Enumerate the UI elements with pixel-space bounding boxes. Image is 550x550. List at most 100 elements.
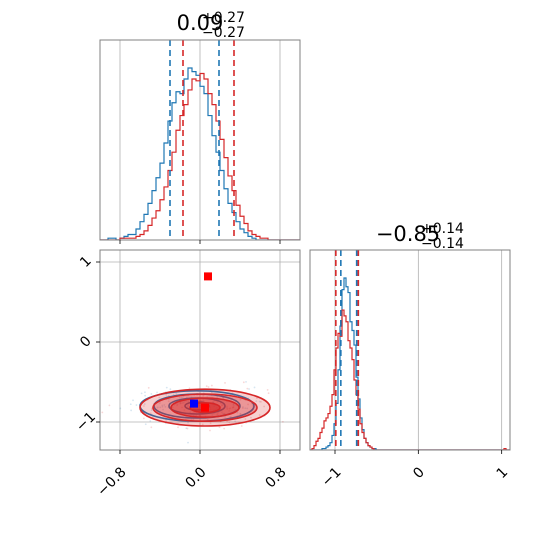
histogram-red: [310, 309, 510, 450]
scatter-point-red: [266, 389, 269, 391]
grid: [334, 250, 503, 450]
scatter-point-blue: [162, 408, 164, 411]
scatter-point-blue: [195, 414, 198, 417]
scatter-point-red: [244, 418, 247, 420]
scatter-point-blue: [165, 386, 168, 389]
x-tick-label: 1: [494, 464, 512, 482]
scatter-point-red: [207, 386, 210, 388]
scatter-point-blue: [135, 404, 138, 406]
scatter-point-blue: [222, 412, 225, 415]
scatter-point-red: [228, 421, 231, 424]
scatter-point-red: [240, 425, 243, 427]
scatter-point-red: [142, 417, 145, 420]
scatter-point-blue: [132, 399, 134, 402]
x-tick-labels: −0.8 0.0 0.8: [94, 464, 289, 499]
x-tick-label: −1: [319, 464, 345, 490]
scatter-point-blue: [185, 427, 188, 430]
scatter-point-blue: [156, 406, 159, 409]
panel-title: 0.09: [177, 11, 224, 35]
histogram-layer: [310, 277, 510, 450]
histogram-blue: [310, 277, 510, 450]
panel-title: −0.85: [376, 222, 440, 246]
scatter-point-red: [218, 426, 221, 429]
scatter-point-blue: [149, 420, 152, 422]
scatter-point-blue: [180, 396, 183, 399]
scatter-point-blue: [119, 407, 122, 410]
scatter-point-red: [256, 397, 258, 400]
scatter-point-red: [258, 414, 261, 416]
scatter-point-red: [224, 382, 226, 384]
scatter-point-red: [201, 423, 204, 426]
scatter-point-blue: [221, 404, 224, 406]
scatter-point-red: [228, 407, 231, 410]
y-tick-label: 1: [77, 253, 95, 271]
scatter-point-red: [147, 386, 150, 389]
scatter-point-red: [223, 427, 226, 430]
scatter-point-blue: [143, 403, 146, 405]
scatter-point-blue: [232, 404, 235, 407]
scatter-point-blue: [182, 401, 185, 404]
scatter-point-blue: [161, 404, 164, 407]
scatter-point-blue: [187, 400, 190, 403]
histogram-blue: [100, 67, 300, 240]
scatter-point-blue: [258, 400, 261, 403]
title-main-value: 0.09: [177, 11, 224, 35]
grid: [100, 250, 300, 450]
scatter-point-blue: [185, 400, 188, 402]
scatter-point-red: [220, 404, 223, 407]
scatter-point-blue: [172, 393, 175, 396]
scatter-point-red: [183, 409, 186, 411]
scatter-point-red: [199, 414, 202, 417]
scatter-point-blue: [216, 396, 219, 398]
scatter-point-red: [241, 407, 244, 410]
scatter-point-blue: [231, 406, 234, 409]
scatter-point-red: [226, 408, 229, 410]
scatter-point-red: [186, 427, 189, 430]
y-tick-label: 0: [77, 333, 95, 351]
scatter-point-blue: [234, 420, 237, 423]
scatter-point-blue: [211, 414, 214, 416]
scatter-point-red: [202, 395, 205, 397]
scatter-point-red: [232, 406, 235, 408]
scatter-point-red: [101, 411, 104, 414]
tick-marks: [96, 261, 281, 454]
scatter-point-red: [108, 404, 111, 407]
scatter-point-red: [179, 402, 182, 405]
scatter-point-blue: [245, 380, 247, 383]
title-main-value: −0.85: [376, 222, 440, 246]
scatter-point-blue: [202, 398, 205, 401]
scatter-point-blue: [220, 411, 223, 414]
scatter-point-red: [199, 399, 201, 402]
histogram-red: [100, 72, 300, 240]
scatter-point-red: [177, 426, 179, 429]
quantile-lines: [335, 250, 360, 450]
scatter-point-red: [228, 409, 231, 412]
scatter-point-blue: [236, 411, 239, 414]
y-tick-labels: 1 0 −1: [73, 253, 99, 435]
scatter-point-blue: [176, 403, 179, 406]
scatter-point-blue: [178, 396, 181, 399]
scatter-point-blue: [244, 407, 247, 410]
scatter-point-red: [210, 384, 213, 387]
scatter-point-blue: [234, 408, 237, 411]
scatter-point-blue: [159, 402, 161, 404]
scatter-point-blue: [187, 441, 189, 444]
scatter-point-blue: [179, 402, 182, 405]
scatter-point-blue: [226, 406, 228, 409]
scatter-point-blue: [159, 406, 162, 409]
panel-bottom-right-histogram: −0.85 +0.14 −0.14 −1 0 1: [309, 221, 512, 490]
scatter-point-red: [167, 400, 170, 403]
scatter-point-blue: [130, 409, 133, 412]
x-tick-label: −0.8: [94, 464, 129, 499]
scatter-point-blue: [186, 405, 189, 407]
scatter-point-red: [226, 405, 228, 408]
x-tick-labels: −1 0 1: [319, 464, 512, 490]
title-lower-error: −0.14: [421, 236, 464, 252]
scatter-point-blue: [150, 409, 153, 411]
scatter-point-red: [192, 418, 195, 421]
title-upper-error: +0.27: [202, 10, 245, 26]
scatter-point-red: [150, 426, 153, 429]
axes-frame: [309, 249, 511, 451]
scatter-point-red: [260, 400, 262, 403]
y-tick-label: −1: [73, 409, 99, 435]
